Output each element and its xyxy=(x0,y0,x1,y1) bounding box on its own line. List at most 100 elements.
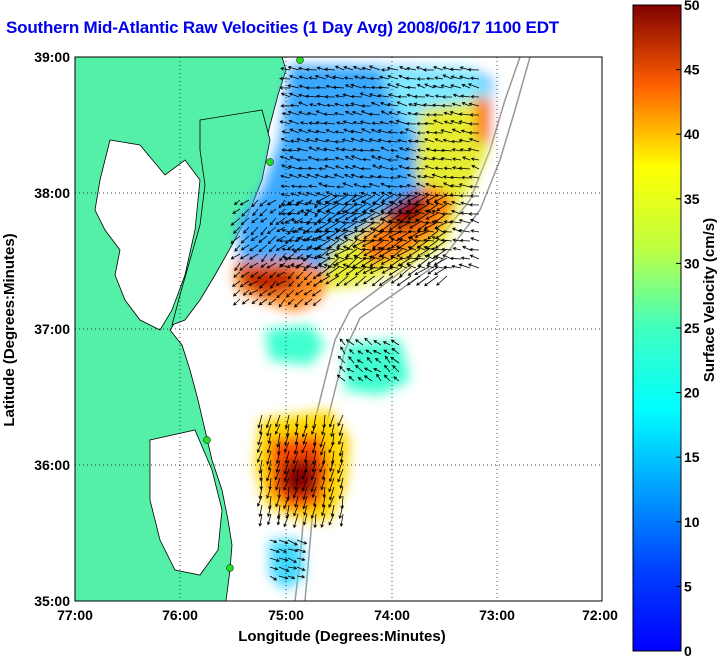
colorbar-tick-label: 45 xyxy=(684,62,700,78)
velocity-arrow xyxy=(432,119,444,125)
velocity-arrow xyxy=(303,504,308,516)
velocity-arrow xyxy=(320,513,326,529)
velocity-arrow xyxy=(350,102,363,107)
velocity-arrow xyxy=(387,212,403,224)
velocity-arrow xyxy=(298,75,309,80)
colorbar-tick-label: 5 xyxy=(684,578,692,594)
velocity-arrow xyxy=(434,166,444,171)
velocity-arrow xyxy=(379,101,390,107)
velocity-arrow xyxy=(269,208,277,214)
velocity-arrow xyxy=(296,557,306,562)
velocity-arrow xyxy=(306,173,318,179)
velocity-arrow xyxy=(250,271,259,278)
velocity-arrow xyxy=(317,257,331,266)
velocity-arrow xyxy=(380,110,390,116)
velocity-arrow xyxy=(405,156,417,161)
velocity-arrow xyxy=(378,248,394,258)
velocity-arrow xyxy=(315,147,327,152)
velocity-arrow xyxy=(432,113,444,117)
velocity-arrow xyxy=(336,275,349,287)
velocity-arrow xyxy=(425,147,435,152)
velocity-arrow xyxy=(269,566,279,571)
velocity-arrow xyxy=(387,139,399,144)
velocity-arrow xyxy=(274,423,281,435)
velocity-arrow xyxy=(328,441,335,454)
grid-lines xyxy=(75,57,602,601)
velocity-arrow xyxy=(384,364,391,373)
velocity-arrow xyxy=(467,67,480,72)
x-tick-label: 75:00 xyxy=(268,607,304,623)
velocity-arrow xyxy=(434,94,444,98)
velocity-arrow xyxy=(452,238,462,242)
velocity-arrow xyxy=(369,148,381,152)
velocity-arrow xyxy=(352,120,363,125)
velocity-arrow xyxy=(334,156,345,161)
velocity-arrow xyxy=(252,208,259,217)
velocity-arrow xyxy=(362,203,376,213)
velocity-arrow xyxy=(416,239,430,249)
velocity-arrow xyxy=(397,257,412,267)
velocity-arrow xyxy=(353,183,363,188)
velocity-arrow xyxy=(372,191,381,197)
velocity-arrow xyxy=(277,486,281,499)
velocity-arrow xyxy=(276,513,281,526)
velocity-arrow xyxy=(248,280,259,286)
velocity-arrow xyxy=(267,226,277,235)
velocity-arrow xyxy=(268,298,277,306)
velocity-arrow xyxy=(451,102,462,107)
velocity-arrow xyxy=(327,212,340,221)
velocity-arrow xyxy=(350,155,363,161)
velocity-arrow xyxy=(287,244,295,250)
velocity-arrow xyxy=(295,235,304,243)
velocity-arrow xyxy=(360,257,376,267)
velocity-arrow xyxy=(370,248,385,259)
velocity-arrow xyxy=(471,164,480,170)
velocity-arrow xyxy=(242,289,250,296)
y-tick-label: 35:00 xyxy=(34,593,70,609)
velocity-arrow xyxy=(286,262,295,269)
velocity-arrow xyxy=(413,191,426,197)
velocity-arrow xyxy=(359,92,372,98)
velocity-arrow xyxy=(434,239,448,249)
velocity-arrow xyxy=(289,75,300,80)
velocity-arrow xyxy=(470,157,480,161)
velocity-arrow xyxy=(450,119,462,125)
velocity-arrow xyxy=(296,539,308,545)
velocity-arrow xyxy=(369,174,381,179)
velocity-arrow xyxy=(239,253,250,260)
velocity-arrow xyxy=(328,414,335,428)
velocity-arrow xyxy=(343,173,354,179)
velocity-arrow xyxy=(306,217,313,226)
velocity-arrow xyxy=(414,230,430,238)
velocity-arrow xyxy=(363,248,376,257)
velocity-arrow xyxy=(339,365,346,373)
velocity-arrow xyxy=(313,513,317,529)
velocity-arrow xyxy=(278,539,289,545)
velocity-arrow xyxy=(343,230,358,238)
velocity-arrow xyxy=(306,111,318,116)
velocity-arrow xyxy=(336,374,346,382)
velocity-arrow xyxy=(314,137,327,143)
velocity-arrow xyxy=(351,165,363,170)
velocity-arrow xyxy=(368,112,381,116)
velocity-arrow xyxy=(284,450,290,464)
velocity-arrow xyxy=(323,184,336,188)
velocity-arrow xyxy=(258,235,268,243)
velocity-arrow xyxy=(251,199,259,208)
velocity-arrow xyxy=(363,230,376,239)
velocity-arrow xyxy=(372,164,381,170)
velocity-arrow xyxy=(390,356,400,364)
velocity-arrow xyxy=(354,266,367,276)
velocity-arrow xyxy=(324,157,336,161)
velocity-arrow xyxy=(299,121,309,125)
velocity-arrow xyxy=(424,192,435,197)
velocity-arrow xyxy=(274,468,281,481)
velocity-arrow xyxy=(257,414,263,429)
velocity-arrow xyxy=(287,557,298,563)
velocity-arrow xyxy=(315,158,327,162)
velocity-arrow xyxy=(306,280,313,286)
velocity-arrow xyxy=(342,182,354,188)
velocity-arrow xyxy=(425,130,435,135)
velocity-arrow xyxy=(328,513,335,526)
velocity-arrow xyxy=(468,212,480,216)
